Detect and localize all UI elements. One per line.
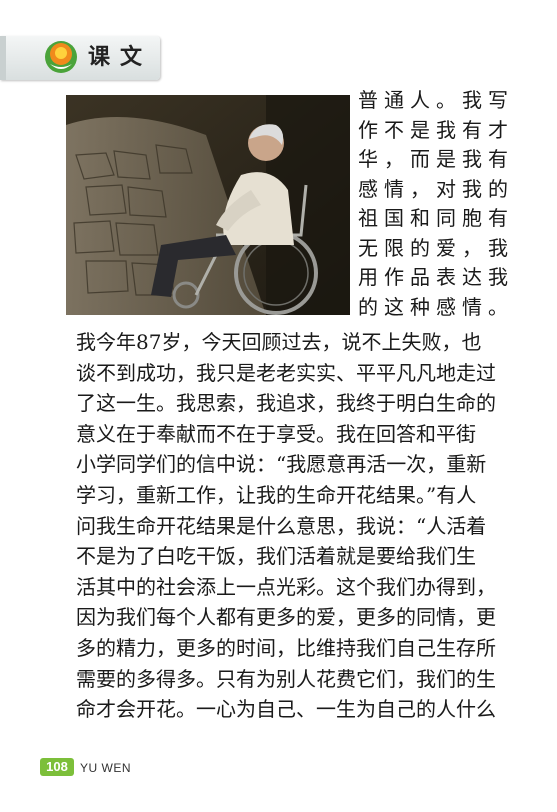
body-text-line: 多的精力，更多的时间，比维持我们自己生存所 xyxy=(76,635,496,660)
body-text-line: 意义在于奉献而不在于享受。我在回答和平街 xyxy=(76,421,476,446)
side-text-line: 的这种感情。 xyxy=(358,294,508,319)
side-text-line: 祖国和同胞有 xyxy=(358,206,508,230)
side-text-line: 作不是我有才 xyxy=(358,117,508,142)
flower-emblem-icon xyxy=(45,41,77,73)
body-text-line: 命才会开花。一心为自己、一生为自己的人什么 xyxy=(76,697,496,722)
section-title: 课文 xyxy=(88,45,153,70)
body-text-line: 小学同学们的信中说：“我愿意再活一次，重新 xyxy=(76,452,487,477)
body-text-line: 问我生命开花结果是什么意思，我说：“人活着 xyxy=(76,513,487,538)
photo-illustration xyxy=(66,95,350,315)
body-text-line: 因为我们每个人都有更多的爱，更多的同情，更 xyxy=(76,605,496,630)
wheelchair-photo xyxy=(66,95,350,315)
body-text-line: 我今年87岁，今天回顾过去，说不上失败，也 xyxy=(76,330,482,354)
side-text-column: 普通人。我写 作不是我有才 华，而是我有 感情，对我的 祖国和同胞有 无限的爱，… xyxy=(358,86,508,322)
body-text-line: 活其中的社会添上一点光彩。这个我们办得到， xyxy=(76,574,496,599)
body-text-line: 需要的多得多。只有为别人花费它们，我们的生 xyxy=(76,666,496,691)
side-text-line: 普通人。我写 xyxy=(358,88,508,112)
body-text-line: 谈不到成功，我只是老老实实、平平凡凡地走过 xyxy=(76,360,496,385)
body-text: 我今年87岁，今天回顾过去，说不上失败，也 谈不到成功，我只是老老实实、平平凡凡… xyxy=(76,327,506,725)
side-text-line: 华，而是我有 xyxy=(358,147,508,171)
side-text-line: 用作品表达我 xyxy=(358,265,508,289)
book-code: YU WEN xyxy=(80,761,131,775)
section-header-tab xyxy=(0,36,160,80)
body-text-line: 了这一生。我思索，我追求，我终于明白生命的 xyxy=(76,391,496,416)
body-text-line: 学习，重新工作，让我的生命开花结果。”有人 xyxy=(76,482,477,507)
side-text-line: 感情，对我的 xyxy=(358,176,508,201)
body-text-line: 不是为了白吃干饭，我们活着就是要给我们生 xyxy=(76,544,476,569)
side-text-line: 无限的爱，我 xyxy=(358,235,508,260)
page-number-badge: 108 xyxy=(40,758,74,776)
